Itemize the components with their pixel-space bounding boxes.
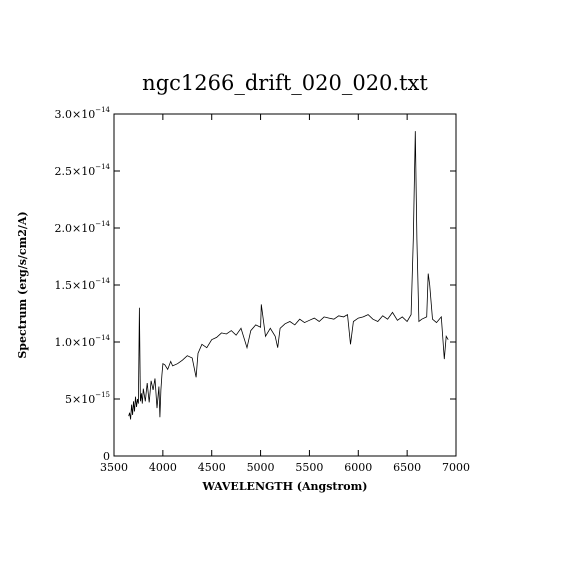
y-tick-label: 3.0×10−14 (55, 106, 111, 121)
x-tick-label: 6000 (344, 461, 372, 474)
y-tick-label: 1.5×10−14 (55, 277, 111, 292)
y-tick-label: 2.0×10−14 (55, 220, 111, 235)
y-tick-label: 5×10−15 (65, 391, 110, 406)
chart-title: ngc1266_drift_020_020.txt (142, 71, 428, 95)
y-axis-label: Spectrum (erg/s/cm2/A) (16, 211, 29, 358)
x-axis: 3500 4000 4500 5000 5500 6000 6500 7000 (100, 114, 470, 474)
x-axis-label: WAVELENGTH (Angstrom) (202, 480, 368, 493)
y-tick-label: 1.0×10−14 (55, 334, 111, 349)
spectrum-series-line (128, 131, 449, 420)
plot-frame (113, 113, 457, 457)
x-tick-label: 5000 (247, 461, 275, 474)
x-tick-label: 6500 (393, 461, 421, 474)
y-tick-label: 2.5×10−14 (55, 163, 111, 178)
x-tick-label: 4000 (149, 461, 177, 474)
x-tick-label: 3500 (100, 461, 128, 474)
x-tick-label: 4500 (198, 461, 226, 474)
x-tick-label: 7000 (442, 461, 470, 474)
y-tick-label: 0 (103, 450, 110, 463)
y-axis: 0 5×10−15 1.0×10−14 1.5×10−14 2.0×10−14 2.5×1… (55, 106, 456, 463)
x-tick-label: 5500 (295, 461, 323, 474)
